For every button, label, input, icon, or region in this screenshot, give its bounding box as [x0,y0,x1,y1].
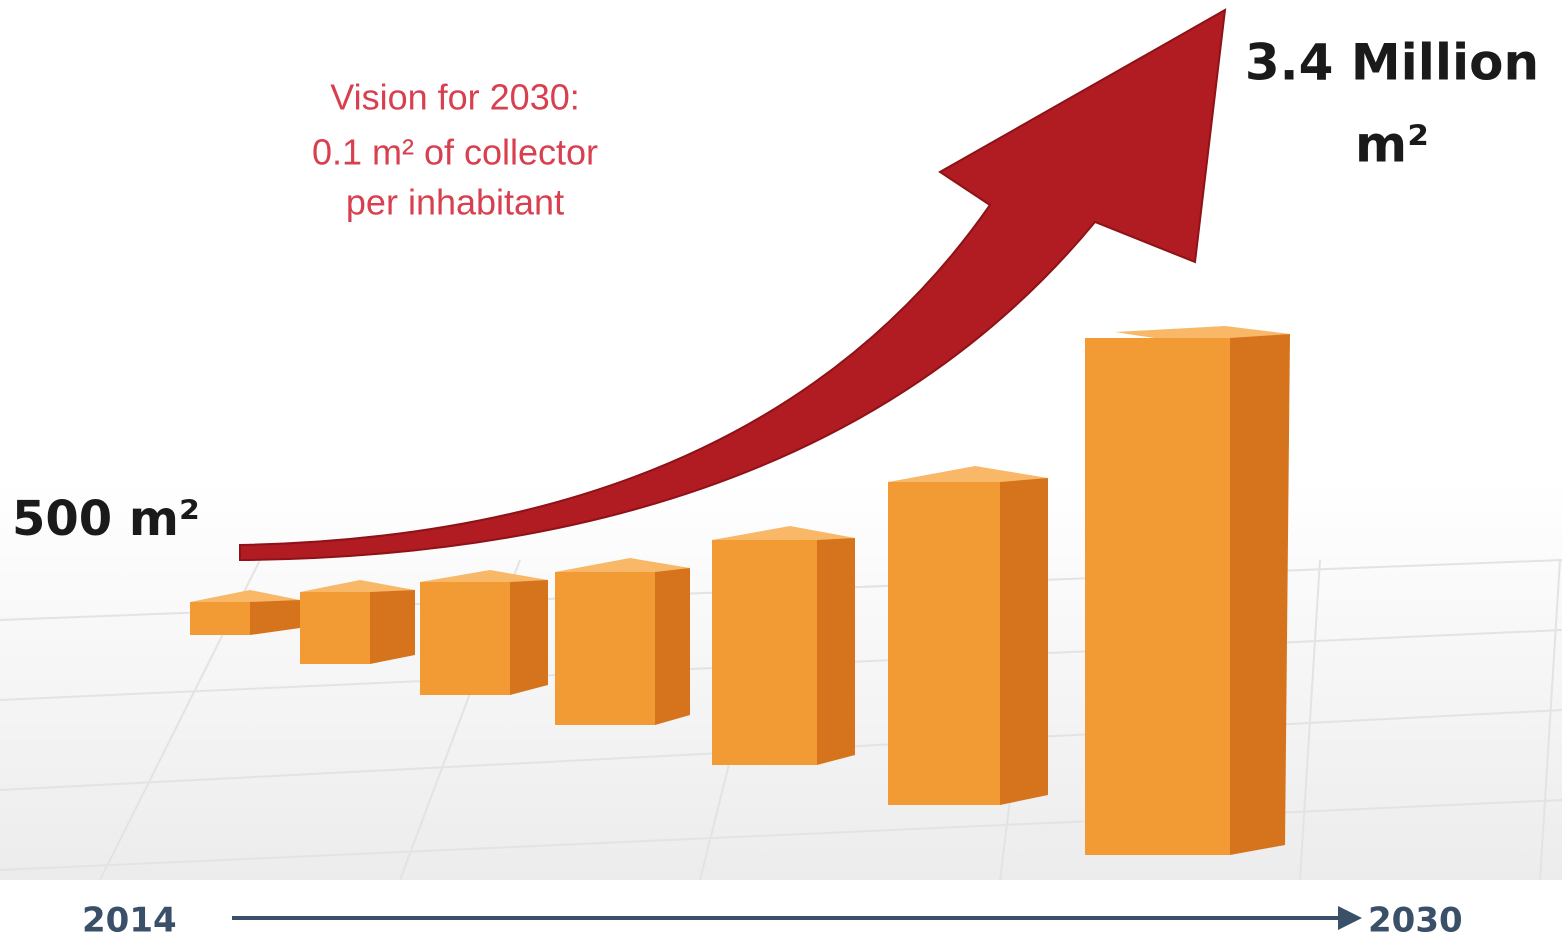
bar [190,590,300,635]
bar [712,526,855,765]
end-label: m² [1355,116,1429,174]
growth-arrow [239,8,1227,562]
bar [300,580,415,664]
vision-text: Vision for 2030: [330,77,580,118]
vision-text: per inhabitant [346,182,564,223]
start-label: 500 m² [12,491,200,547]
end-label: 3.4 Million [1245,34,1539,92]
bar [1085,326,1290,855]
timeline-end: 2030 [1368,901,1463,941]
bar [420,570,548,695]
vision-text: 0.1 m² of collector [312,132,598,173]
bar [888,466,1048,805]
timeline-start: 2014 [82,901,177,941]
bar [555,558,690,725]
timeline-arrowhead [1338,906,1362,930]
bars [190,326,1290,855]
